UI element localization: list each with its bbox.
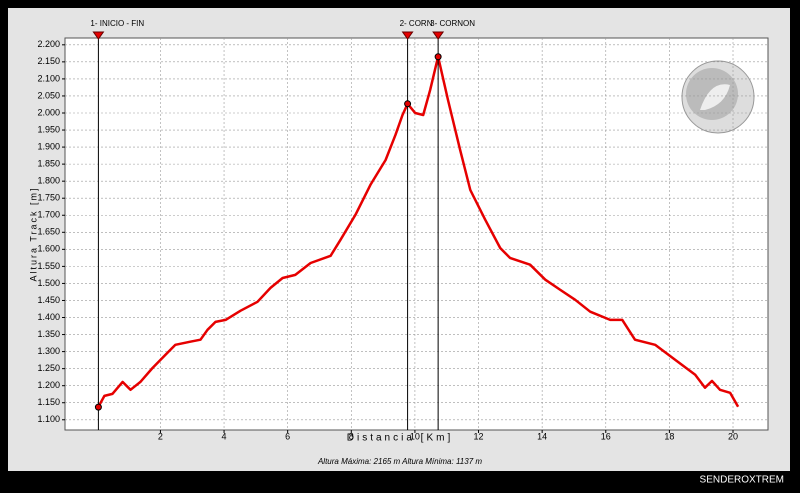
elevation-line — [97, 55, 740, 408]
y-tick-label: 1.600 — [37, 244, 60, 254]
x-tick-label: 14 — [537, 431, 547, 441]
x-tick-label: 16 — [601, 431, 611, 441]
x-tick-label: 8 — [349, 431, 354, 441]
waypoint-marker — [404, 100, 412, 108]
y-tick-label: 1.400 — [37, 312, 60, 322]
y-tick-label: 1.950 — [37, 124, 60, 134]
waypoint-marker — [94, 403, 102, 411]
x-tick-label: 20 — [728, 431, 738, 441]
y-tick-label: 1.700 — [37, 210, 60, 220]
y-tick-label: 1.200 — [37, 380, 60, 390]
y-tick-label: 2.050 — [37, 90, 60, 100]
x-tick-label: 18 — [664, 431, 674, 441]
waypoint-marker — [434, 53, 442, 61]
y-tick-label: 1.250 — [37, 363, 60, 373]
x-tick-label: 4 — [222, 431, 227, 441]
y-tick-label: 2.200 — [37, 39, 60, 49]
waypoint-label: 2- CORN — [400, 19, 433, 28]
y-tick-label: 1.800 — [37, 176, 60, 186]
x-tick-label: 12 — [474, 431, 484, 441]
y-tick-label: 1.300 — [37, 346, 60, 356]
y-tick-label: 1.750 — [37, 193, 60, 203]
y-tick-label: 1.650 — [37, 227, 60, 237]
waypoint-label: 1- INICIO - FIN — [90, 19, 144, 28]
waypoint-flag — [432, 31, 445, 40]
y-tick-label: 1.850 — [37, 158, 60, 168]
y-tick-label: 1.900 — [37, 141, 60, 151]
x-tick-label: 10 — [410, 431, 420, 441]
y-tick-label: 2.000 — [37, 107, 60, 117]
plot-area — [64, 37, 769, 431]
y-tick-label: 1.550 — [37, 261, 60, 271]
x-tick-label: 2 — [158, 431, 163, 441]
y-tick-label: 1.500 — [37, 278, 60, 288]
x-axis-label: Distancia [Km] — [347, 433, 453, 444]
y-tick-label: 1.100 — [37, 414, 60, 424]
y-tick-label: 1.350 — [37, 329, 60, 339]
footer: Altura Máxima: 2165 m Altura Mínima: 113… — [317, 457, 482, 466]
y-axis-label: Altura Track [m] — [28, 186, 38, 281]
logo — [681, 60, 755, 134]
y-tick-label: 2.100 — [37, 73, 60, 83]
waypoint-label: 3- CORNON — [430, 19, 475, 28]
y-tick-label: 1.150 — [37, 397, 60, 407]
x-tick-label: 6 — [285, 431, 290, 441]
waypoint-flag — [401, 31, 414, 40]
watermark: SENDEROXTREM — [700, 475, 784, 486]
y-tick-label: 1.450 — [37, 295, 60, 305]
y-tick-label: 2.150 — [37, 56, 60, 66]
waypoint-flag — [92, 31, 105, 40]
